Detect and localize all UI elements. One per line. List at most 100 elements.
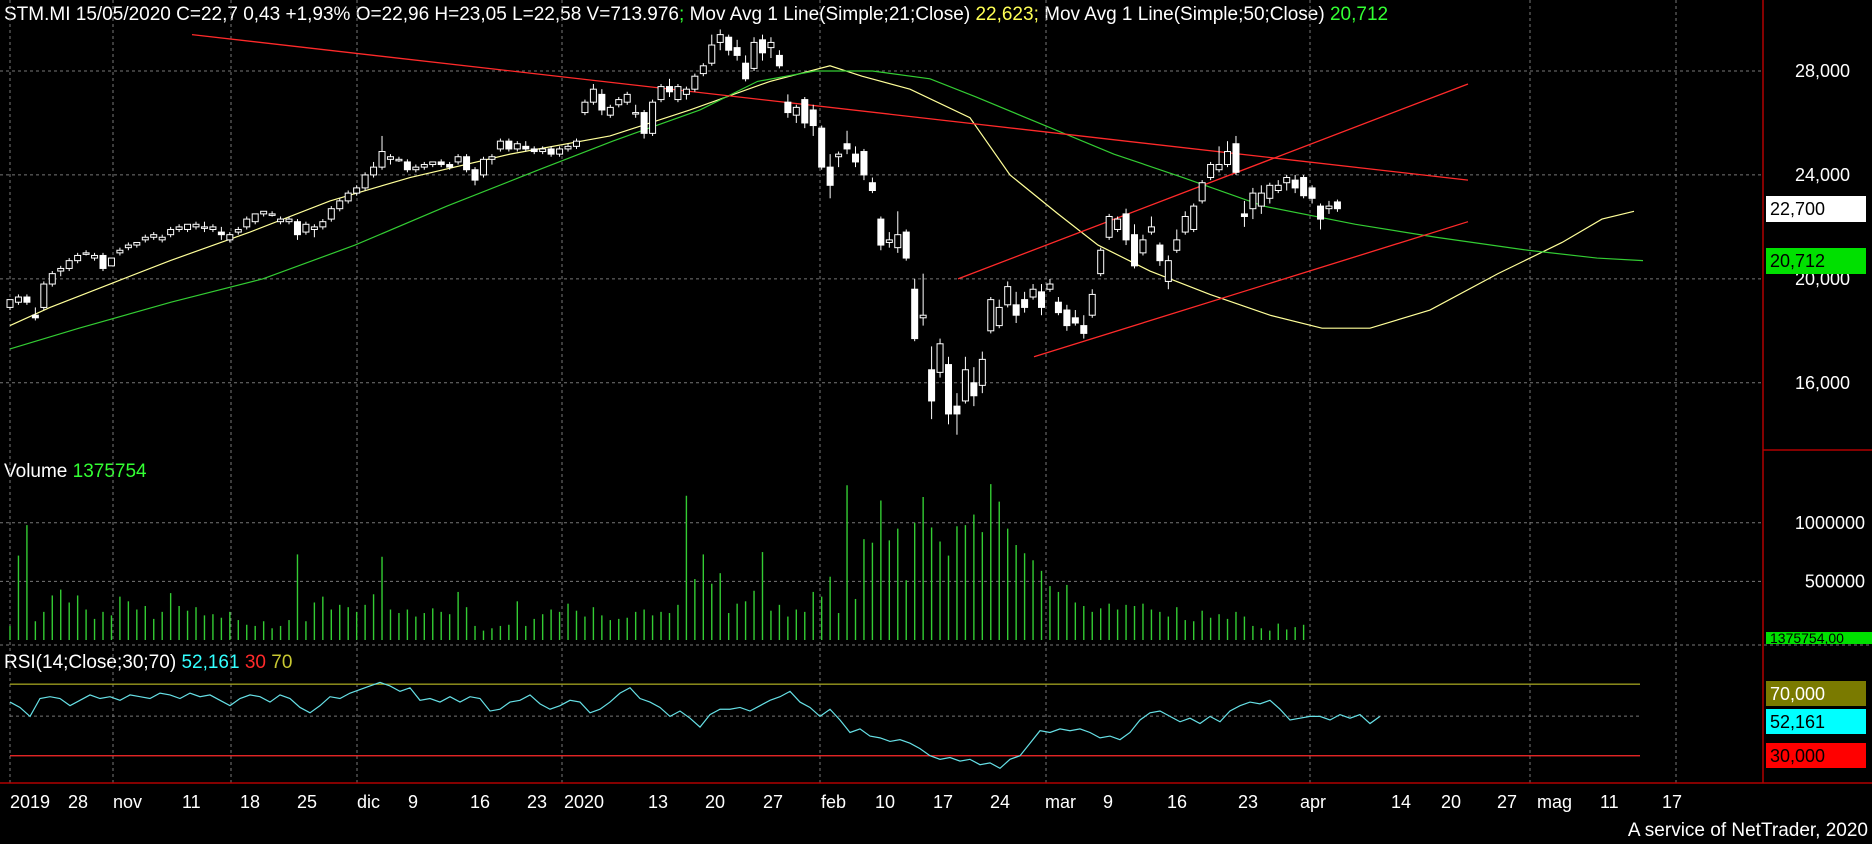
candle-body [945, 364, 953, 415]
grid [0, 0, 1763, 783]
candle-body [184, 223, 192, 230]
candle-body [479, 158, 487, 176]
candle-body [1249, 192, 1257, 210]
candle-body [665, 86, 673, 93]
candle-body [877, 218, 885, 246]
candle-body [1300, 177, 1308, 197]
candle-body [522, 145, 530, 150]
rsi-axis-label: 70,000 [1770, 684, 1825, 704]
trendline [957, 83, 1469, 280]
candle-body [1071, 317, 1079, 324]
ma50-label: Mov Avg 1 Line(Simple;50;Close) [1038, 4, 1325, 25]
rsi-axis-label: 30,000 [1770, 746, 1825, 766]
last-price-label: 22,700 [1770, 199, 1825, 219]
candle-body [539, 148, 547, 153]
candle-body [175, 226, 183, 230]
candle-body [936, 343, 944, 373]
candle-body [835, 153, 843, 158]
volume-bars [9, 484, 1305, 640]
candle-body [750, 41, 758, 69]
candle-body [742, 62, 750, 80]
time-tick-label: 2019 [10, 792, 50, 812]
candle-body [970, 382, 978, 397]
time-tick-label: nov [113, 792, 142, 812]
candle-body [6, 299, 14, 308]
candle-body [1190, 205, 1198, 230]
time-tick-label: 11 [182, 792, 201, 812]
candle-body [133, 241, 141, 246]
time-tick-label: 20 [1441, 792, 1461, 812]
candle-body [234, 228, 242, 233]
candle-body [209, 226, 217, 230]
candle-body [1131, 234, 1139, 267]
candle-body [860, 151, 868, 176]
time-tick-label: 9 [408, 792, 418, 812]
candle-body [928, 369, 936, 402]
candle-body [1164, 260, 1172, 282]
candle-body [1207, 164, 1215, 179]
time-tick-label: feb [821, 792, 846, 812]
time-tick-label: 10 [875, 792, 895, 812]
candle-body [463, 156, 471, 171]
candle-body [1105, 215, 1113, 238]
time-tick-label: 20 [705, 792, 725, 812]
candle-body [1291, 179, 1299, 189]
candle-body [260, 210, 268, 215]
candle-body [699, 65, 707, 75]
candle-body [775, 54, 783, 67]
rsi-low-level: 30 [244, 652, 266, 673]
candle-body [395, 158, 403, 162]
candle-body [1224, 151, 1232, 166]
ma50-price-box [1766, 248, 1866, 274]
candle-body [911, 288, 919, 340]
candle-body [1317, 205, 1325, 220]
candle-body [1088, 293, 1096, 316]
candle-body [31, 314, 39, 319]
candle-body [649, 101, 657, 134]
rsi-line [9, 681, 1381, 769]
candle-body [40, 283, 48, 308]
candle-body [894, 234, 902, 249]
candle-body [784, 101, 792, 114]
quote-summary: STM.MI 15/05/2020 C=22,7 0,43 +1,93% O=2… [4, 4, 680, 25]
candle-body [953, 405, 961, 415]
candle-body [767, 41, 775, 49]
candle-body [437, 161, 445, 166]
rsi-axis-label: 52,161 [1770, 712, 1825, 732]
volume-current-label: 1375754,00 [1770, 630, 1844, 646]
candle-body [1181, 215, 1189, 233]
candle-body [556, 148, 564, 155]
time-tick-label: 24 [990, 792, 1010, 812]
candle-body [386, 156, 394, 160]
candle-body [91, 254, 99, 259]
rsi-axis-box [1766, 681, 1866, 706]
candle-body [1038, 291, 1046, 308]
rsi-high-level: 70 [271, 652, 293, 673]
candle-body [868, 182, 876, 192]
time-tick-label: 27 [763, 792, 783, 812]
panel-borders [0, 0, 1872, 784]
volume-value: 1375754 [72, 461, 147, 482]
candle-body [243, 218, 251, 228]
time-tick-label: 14 [1391, 792, 1411, 812]
candlesticks [6, 29, 1341, 435]
chart-header: STM.MI 15/05/2020 C=22,7 0,43 +1,93% O=2… [4, 4, 1388, 26]
time-tick-label: 23 [527, 792, 547, 812]
time-tick-label: 16 [1167, 792, 1187, 812]
candle-body [1012, 304, 1020, 316]
candle-body [589, 88, 597, 103]
candle-body [488, 156, 496, 160]
candle-body [412, 166, 420, 171]
candle-body [454, 156, 462, 163]
candle-body [1046, 283, 1054, 290]
candle-body [344, 192, 352, 202]
candle-body [217, 231, 225, 236]
candle-body [885, 239, 893, 243]
candle-body [327, 208, 335, 220]
candle-body [1054, 301, 1062, 314]
candle-body [691, 75, 699, 90]
time-tick-label: dic [357, 792, 380, 812]
ma50-price-label: 20,712 [1770, 251, 1825, 271]
candle-body [902, 231, 910, 259]
